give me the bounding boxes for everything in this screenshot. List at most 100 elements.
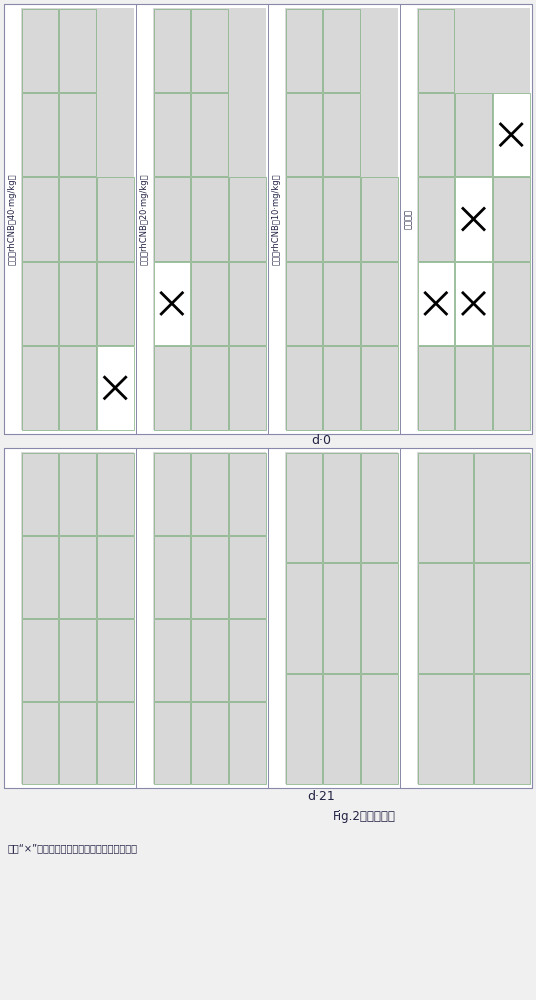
Bar	[229, 346, 265, 430]
Bar	[229, 177, 265, 261]
Bar	[153, 8, 190, 92]
Bar	[191, 262, 228, 345]
Bar	[286, 262, 322, 345]
Bar	[153, 93, 190, 176]
Bar	[59, 177, 96, 261]
Bar	[286, 674, 322, 784]
Bar	[97, 177, 133, 261]
Text: 注射用rhCNB（40·mg/kg）: 注射用rhCNB（40·mg/kg）	[8, 173, 17, 265]
Bar	[286, 563, 322, 673]
Bar	[323, 563, 360, 673]
Bar	[97, 618, 133, 700]
Bar	[286, 93, 322, 176]
Bar	[361, 177, 398, 261]
Bar	[323, 93, 360, 176]
Bar	[417, 452, 530, 784]
Bar	[418, 93, 454, 176]
Bar	[4, 448, 532, 788]
Bar	[455, 93, 492, 176]
Bar	[361, 346, 398, 430]
Bar	[493, 93, 530, 176]
Bar	[21, 452, 58, 534]
Bar	[97, 346, 133, 430]
Bar	[191, 702, 228, 784]
Bar	[493, 346, 530, 430]
Bar	[191, 93, 228, 176]
Bar	[493, 177, 530, 261]
Bar	[493, 262, 530, 345]
Bar	[474, 674, 530, 784]
Text: Fig.2活体成像图: Fig.2活体成像图	[333, 810, 396, 823]
Bar	[286, 8, 322, 92]
Bar	[323, 674, 360, 784]
Bar	[59, 536, 96, 617]
Bar	[455, 262, 492, 345]
Bar	[418, 177, 454, 261]
Bar	[229, 702, 265, 784]
Bar	[59, 618, 96, 700]
Bar	[21, 536, 58, 617]
Bar	[229, 452, 265, 534]
Bar	[97, 536, 133, 617]
Bar	[229, 618, 265, 700]
Bar	[153, 262, 190, 345]
Bar	[323, 177, 360, 261]
Bar	[59, 8, 96, 92]
Bar	[153, 536, 190, 617]
Bar	[153, 702, 190, 784]
Bar	[191, 536, 228, 617]
Bar	[21, 93, 58, 176]
Bar	[153, 618, 190, 700]
Bar	[361, 452, 398, 562]
Bar	[418, 563, 473, 673]
Bar	[21, 702, 58, 784]
Bar	[361, 563, 398, 673]
Text: 注射用rhCNB（20·mg/kg）: 注射用rhCNB（20·mg/kg）	[140, 173, 149, 265]
Bar	[229, 536, 265, 617]
Bar	[191, 177, 228, 261]
Bar	[59, 702, 96, 784]
Bar	[418, 452, 473, 562]
Bar	[323, 452, 360, 562]
Bar	[191, 8, 228, 92]
Bar	[323, 8, 360, 92]
Bar	[21, 618, 58, 700]
Bar	[455, 177, 492, 261]
Bar	[474, 452, 530, 562]
Bar	[21, 8, 58, 92]
Bar	[21, 8, 134, 430]
Bar	[285, 452, 398, 784]
Bar	[153, 177, 190, 261]
Bar	[153, 8, 266, 430]
Bar	[4, 4, 532, 434]
Bar	[229, 262, 265, 345]
Bar	[286, 346, 322, 430]
Bar	[323, 346, 360, 430]
Bar	[191, 452, 228, 534]
Bar	[418, 346, 454, 430]
Bar	[59, 93, 96, 176]
Bar	[418, 8, 454, 92]
Bar	[417, 8, 530, 430]
Bar	[191, 346, 228, 430]
Bar	[21, 452, 134, 784]
Text: d·21: d·21	[308, 790, 336, 802]
Bar	[153, 346, 190, 430]
Bar	[153, 452, 190, 534]
Bar	[474, 563, 530, 673]
Bar	[97, 702, 133, 784]
Bar	[21, 346, 58, 430]
Bar	[285, 8, 398, 430]
Bar	[418, 674, 473, 784]
Bar	[21, 262, 58, 345]
Bar	[286, 177, 322, 261]
Bar	[153, 452, 266, 784]
Bar	[455, 346, 492, 430]
Bar	[361, 674, 398, 784]
Text: 溶媒对照: 溶媒对照	[404, 209, 413, 229]
Bar	[418, 262, 454, 345]
Bar	[286, 452, 322, 562]
Text: d·0: d·0	[311, 434, 332, 448]
Text: 注：“×”表示该动物在恐复期结束前已经死亡。: 注：“×”表示该动物在恐复期结束前已经死亡。	[8, 843, 138, 853]
Text: 注射用rhCNB（10·mg/kg）: 注射用rhCNB（10·mg/kg）	[272, 173, 281, 265]
